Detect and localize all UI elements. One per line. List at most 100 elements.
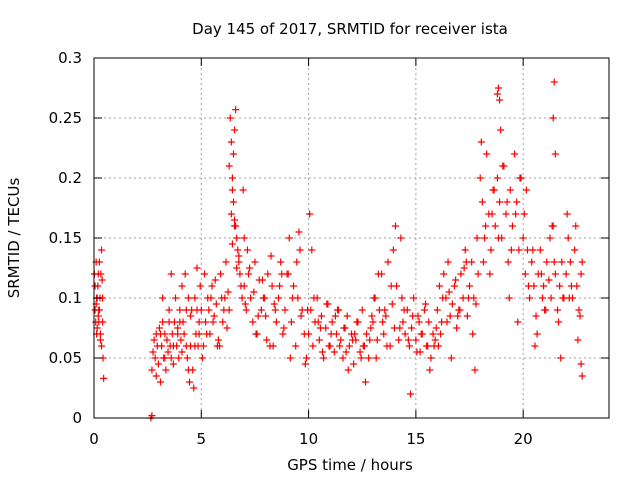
data-point xyxy=(431,336,439,344)
data-point xyxy=(563,210,571,218)
data-point xyxy=(226,114,234,122)
data-point xyxy=(555,318,563,326)
data-point xyxy=(493,90,501,98)
data-point xyxy=(276,282,284,290)
data-point xyxy=(350,360,358,368)
data-point xyxy=(191,342,199,350)
data-point xyxy=(159,318,167,326)
data-point xyxy=(529,246,537,254)
data-point xyxy=(429,330,437,338)
data-point xyxy=(577,360,585,368)
data-point xyxy=(305,330,313,338)
data-point xyxy=(157,330,165,338)
data-point xyxy=(222,258,230,266)
data-point xyxy=(278,270,286,278)
data-point xyxy=(280,324,288,332)
data-point xyxy=(483,150,491,158)
data-point xyxy=(98,276,106,284)
data-point xyxy=(199,342,207,350)
data-point xyxy=(578,372,586,380)
data-point xyxy=(440,270,448,278)
data-point xyxy=(231,222,239,230)
data-point xyxy=(546,234,554,242)
data-point xyxy=(372,354,380,362)
data-point xyxy=(487,246,495,254)
data-point xyxy=(559,294,567,302)
data-point xyxy=(195,318,203,326)
data-point xyxy=(410,294,418,302)
data-point xyxy=(336,342,344,350)
data-point xyxy=(413,348,421,356)
data-point xyxy=(203,330,211,338)
data-point xyxy=(220,306,228,314)
data-point xyxy=(497,126,505,134)
data-point xyxy=(178,348,186,356)
data-point xyxy=(224,288,232,296)
data-point xyxy=(208,282,216,290)
data-point xyxy=(232,106,240,114)
data-point xyxy=(499,162,507,170)
data-point xyxy=(476,174,484,182)
data-point xyxy=(473,234,481,242)
data-point xyxy=(174,324,182,332)
data-point xyxy=(460,264,468,272)
data-point xyxy=(463,312,471,320)
data-point xyxy=(209,318,217,326)
data-point xyxy=(229,198,237,206)
data-point xyxy=(490,186,498,194)
data-point xyxy=(398,294,406,302)
tick-labels: 0 0.05 0.1 0.15 0.2 0.25 0.3 0 5 10 15 20 xyxy=(49,49,533,448)
y-axis-label: SRMTID / TECUs xyxy=(5,178,23,299)
data-point xyxy=(481,234,489,242)
data-point xyxy=(167,270,175,278)
data-point xyxy=(95,258,103,266)
data-point xyxy=(405,342,413,350)
data-point xyxy=(505,294,513,302)
data-point xyxy=(310,294,318,302)
data-point xyxy=(275,294,283,302)
data-point xyxy=(271,306,279,314)
data-point xyxy=(307,306,315,314)
data-point xyxy=(409,312,417,320)
data-point xyxy=(217,270,225,278)
data-point xyxy=(511,150,519,158)
data-point xyxy=(269,342,277,350)
data-point xyxy=(526,294,534,302)
data-point xyxy=(434,342,442,350)
data-point xyxy=(167,354,175,362)
data-point xyxy=(290,282,298,290)
data-point xyxy=(507,246,515,254)
data-point xyxy=(182,306,190,314)
data-point xyxy=(388,300,396,308)
data-point xyxy=(293,258,301,266)
data-point xyxy=(281,306,289,314)
data-point xyxy=(415,318,423,326)
data-point xyxy=(368,312,376,320)
data-point xyxy=(391,222,399,230)
data-point xyxy=(301,360,309,368)
data-point xyxy=(211,276,219,284)
data-point xyxy=(241,300,249,308)
data-point xyxy=(447,354,455,362)
data-point xyxy=(235,252,243,260)
data-point xyxy=(286,354,294,362)
data-point xyxy=(479,258,487,266)
data-point xyxy=(184,294,192,302)
data-point xyxy=(99,318,107,326)
x-axis-label: GPS time / hours xyxy=(287,456,413,474)
data-point xyxy=(578,258,586,266)
data-point xyxy=(381,306,389,314)
data-point xyxy=(231,216,239,224)
data-point xyxy=(387,282,395,290)
data-point xyxy=(159,294,167,302)
data-point xyxy=(522,186,530,194)
data-point xyxy=(185,378,193,386)
data-point xyxy=(412,336,420,344)
data-points xyxy=(90,78,586,422)
data-point xyxy=(228,240,236,248)
data-point xyxy=(432,324,440,332)
data-point xyxy=(148,366,156,374)
y-tick-label: 0.1 xyxy=(58,289,82,307)
data-point xyxy=(426,366,434,374)
data-point xyxy=(165,306,173,314)
